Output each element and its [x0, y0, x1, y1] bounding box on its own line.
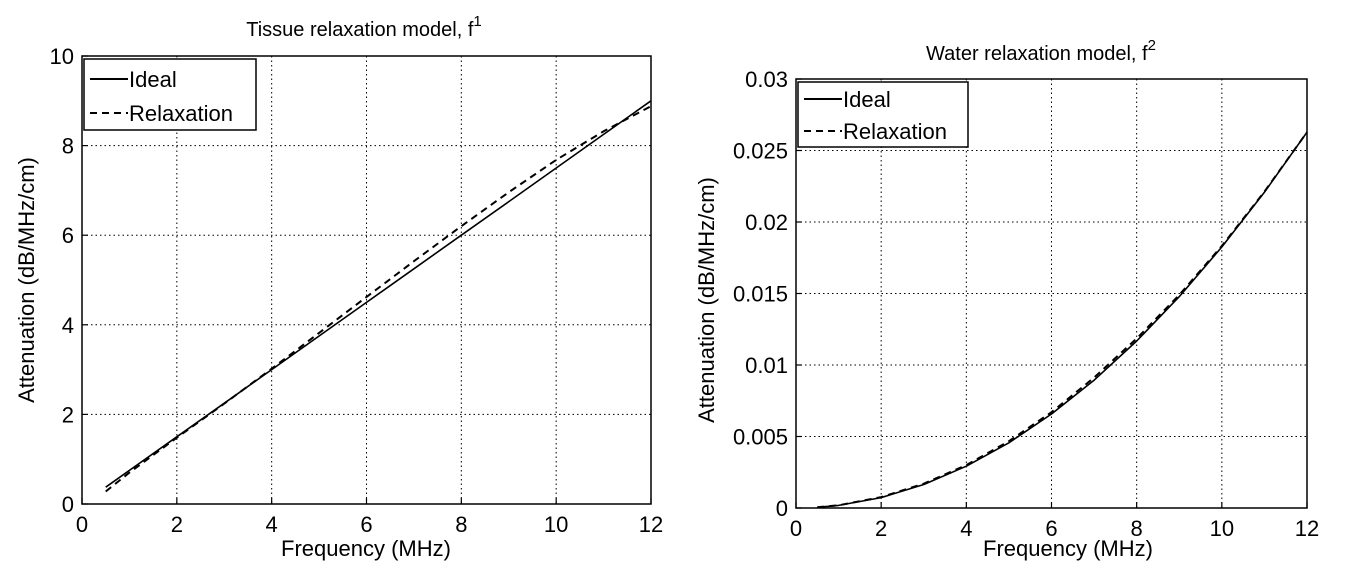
y-tick-label: 0.015: [733, 282, 788, 307]
y-tick-label: 4: [62, 313, 74, 338]
tissue-chart: Tissue relaxation model, f1 0 2 4 6 8 10 12 0 2 4…: [14, 13, 663, 561]
y-tick-label: 0.025: [733, 139, 788, 164]
chart-title-superscript: 2: [1148, 37, 1156, 54]
y-axis-label: Attenuation (dB/MHz/cm): [14, 157, 39, 403]
chart-title-superscript: 1: [473, 13, 481, 30]
y-tick-label: 2: [62, 402, 74, 427]
x-tick-label: 8: [1131, 516, 1143, 541]
x-tick-label: 8: [455, 512, 467, 537]
x-tick-label: 0: [76, 512, 88, 537]
legend: Ideal Relaxation: [83, 58, 257, 131]
y-tick-label: 8: [62, 134, 74, 159]
y-tick-label: 0.02: [745, 210, 788, 235]
y-tick-label: 0.005: [733, 425, 788, 450]
water-chart: Water relaxation model, f2 0 2 4 6 8 10 1200.0…: [694, 37, 1319, 561]
legend-box: [83, 58, 257, 131]
legend-label-relaxation: Relaxation: [843, 119, 947, 144]
x-tick-label: 2: [875, 516, 887, 541]
series-group: [105, 100, 652, 493]
chart-title: Water relaxation model, f2: [926, 37, 1156, 65]
y-tick-label: 0: [62, 492, 74, 517]
series-line-relaxation: [817, 131, 1308, 509]
y-tick-label: 0.01: [745, 353, 788, 378]
x-tick-label: 6: [1045, 516, 1057, 541]
x-axis-label: Frequency (MHz): [281, 536, 451, 561]
x-tick-label: 4: [266, 512, 278, 537]
legend-label-ideal: Ideal: [843, 87, 891, 112]
legend: Ideal Relaxation: [797, 81, 969, 148]
legend-label-ideal: Ideal: [129, 67, 177, 92]
tick-labels: 0 2 4 6 8 10 12 0 0.005 0.01 0.015 0.02 0.025 0.03: [733, 67, 1319, 541]
grid-lines: [82, 56, 651, 504]
y-tick-label: 0.03: [745, 67, 788, 92]
chart-title-text: Water relaxation model, f: [926, 43, 1148, 65]
x-tick-label: 12: [639, 512, 663, 537]
series-line-ideal: [817, 131, 1308, 509]
y-tick-label: 6: [62, 223, 74, 248]
chart-title: Tissue relaxation model, f1: [246, 13, 481, 41]
y-axis-label: Attenuation (dB/MHz/cm): [694, 177, 719, 423]
x-tick-label: 6: [360, 512, 372, 537]
legend-box: [797, 81, 969, 148]
x-axis-label: Frequency (MHz): [983, 536, 1153, 561]
legend-label-relaxation: Relaxation: [129, 101, 233, 126]
y-tick-label: 10: [50, 44, 74, 69]
x-tick-label: 2: [171, 512, 183, 537]
x-tick-label: 12: [1295, 516, 1319, 541]
x-tick-label: 0: [790, 516, 802, 541]
series-group: [817, 131, 1308, 509]
chart-title-text: Tissue relaxation model, f: [246, 19, 474, 41]
y-tick-label: 0: [776, 496, 788, 521]
tick-labels: 0 2 4 6 8 10 12 0 2 4 6 8 10: [50, 44, 664, 537]
x-tick-label: 10: [1210, 516, 1234, 541]
x-tick-label: 4: [960, 516, 972, 541]
series-line-relaxation: [105, 105, 652, 493]
x-tick-label: 10: [544, 512, 568, 537]
